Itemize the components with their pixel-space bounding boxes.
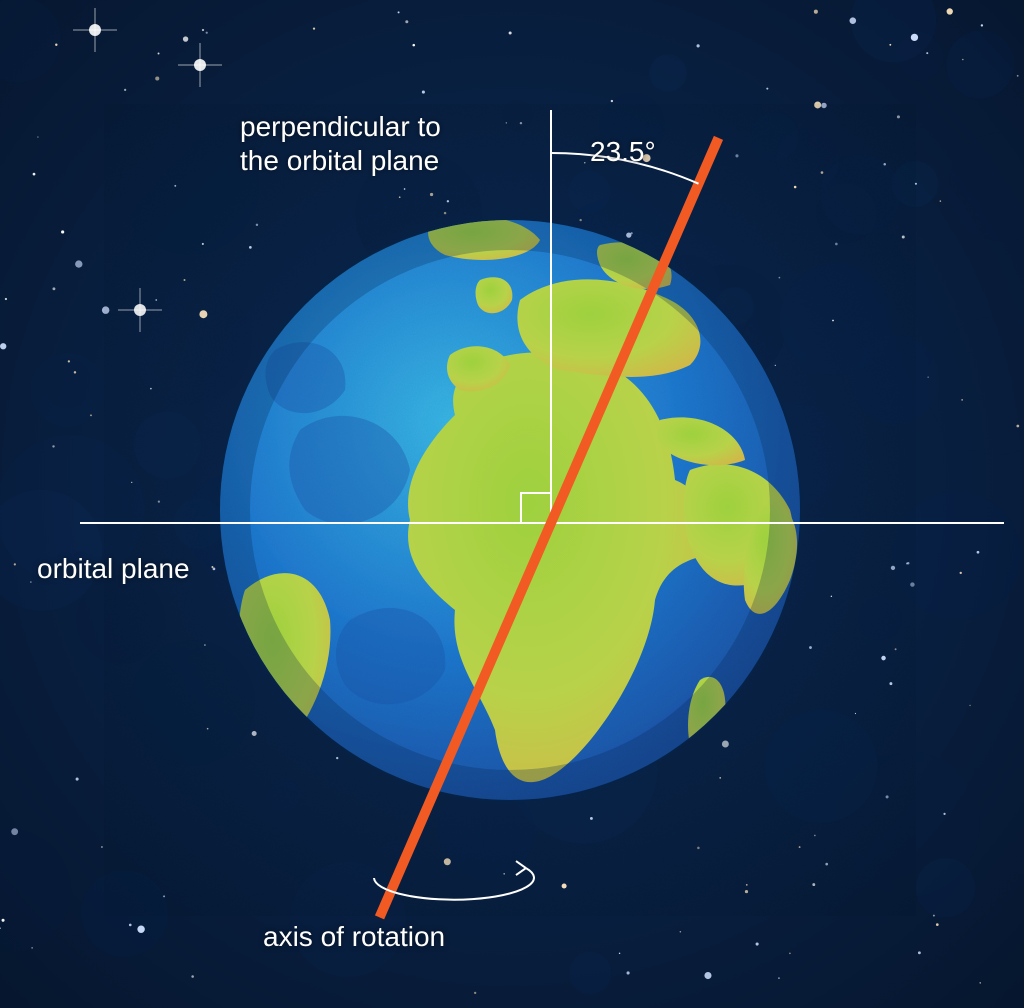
label-angle: 23.5° [590, 135, 656, 169]
label-perpendicular: perpendicular to the orbital plane [240, 110, 441, 177]
earth [218, 217, 802, 802]
label-orbital-plane: orbital plane [37, 552, 190, 586]
diagram-svg [0, 0, 1024, 1008]
label-axis-rotation: axis of rotation [263, 920, 445, 954]
